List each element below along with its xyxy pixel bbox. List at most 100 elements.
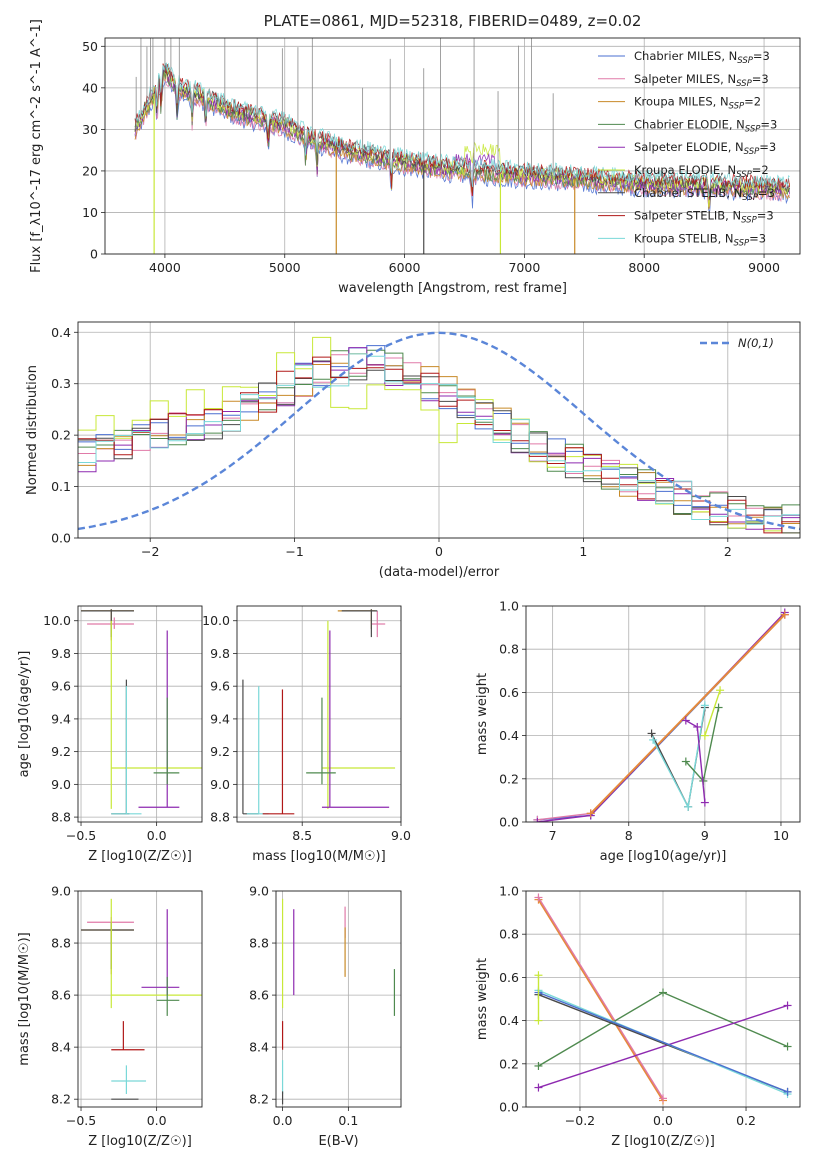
y-tick-label: 8.6 bbox=[249, 988, 269, 1003]
y-tick-label: 9.8 bbox=[51, 646, 71, 661]
legend-label: Kroupa MILES, NSSP=2 bbox=[634, 95, 761, 112]
axes-mass_vs_ebv: 0.0 0.1 8.2 8.4 8.6 8.8 9.0 E(B-V) bbox=[249, 884, 401, 1149]
y-tick-label: 1.0 bbox=[499, 599, 519, 614]
weight-line-kroupa_elodie bbox=[704, 689, 721, 736]
y-tick-label: 0.8 bbox=[499, 927, 519, 942]
x-tick-label: 2 bbox=[724, 544, 732, 559]
x-tick-label: 0 bbox=[435, 544, 443, 559]
mass_vs_ebv-frame bbox=[275, 890, 402, 1108]
y-tick-label: 9.2 bbox=[51, 744, 71, 759]
y-tick-label: 0.6 bbox=[499, 970, 519, 985]
y-tick-label: 8.4 bbox=[51, 1040, 71, 1055]
x-tick-label: −0.2 bbox=[565, 1113, 595, 1128]
axes-age_vs_mass: 8.5 9.0 8.8 9.0 9.2 9.4 9.6 9.8 10.0 mass [log10(… bbox=[202, 606, 411, 864]
y-tick-label: 8.2 bbox=[51, 1092, 71, 1107]
x-axis-label: wavelength [Angstrom, rest frame] bbox=[338, 281, 567, 296]
y-tick-label: 10.0 bbox=[202, 613, 230, 628]
figure-title: PLATE=0861, MJD=52318, FIBERID=0489, z=0… bbox=[263, 12, 642, 30]
grid bbox=[78, 606, 202, 822]
weight-line-chabrier_miles bbox=[538, 991, 788, 1093]
spectrum-frame bbox=[104, 37, 801, 255]
axes-residuals: −2 −1 0 1 2 0.0 0.1 0.2 0.3 0.4 (data-model)/error… bbox=[25, 322, 800, 580]
x-tick-label: −0.5 bbox=[66, 828, 96, 843]
x-tick-label: 9 bbox=[701, 828, 709, 843]
weight-line-salpeter_elodie bbox=[538, 1004, 788, 1089]
mass_vs_Z-frame bbox=[77, 890, 203, 1108]
x-tick-label: −1 bbox=[285, 544, 303, 559]
y-tick-label: 0.4 bbox=[499, 1013, 519, 1028]
x-tick-label: −0.5 bbox=[66, 1113, 96, 1128]
x-axis-label: E(B-V) bbox=[318, 1134, 358, 1149]
y-tick-label: 30 bbox=[82, 122, 98, 137]
x-axis-label: age [log10(age/yr)] bbox=[600, 849, 727, 864]
x-tick-label: 7000 bbox=[508, 260, 540, 275]
y-tick-label: 0 bbox=[90, 247, 98, 262]
x-tick-label: 8.5 bbox=[292, 828, 312, 843]
y-tick-label: 9.4 bbox=[210, 711, 230, 726]
y-tick-label: 9.4 bbox=[51, 711, 71, 726]
x-tick-label: 7 bbox=[549, 828, 557, 843]
y-tick-label: 0.6 bbox=[499, 685, 519, 700]
y-tick-label: 9.6 bbox=[210, 679, 230, 694]
x-tick-label: 8000 bbox=[628, 260, 660, 275]
y-tick-label: 8.8 bbox=[51, 810, 71, 825]
plot-area-residuals bbox=[78, 331, 800, 534]
y-tick-label: 0.2 bbox=[51, 428, 71, 443]
x-tick-label: 10 bbox=[773, 828, 789, 843]
y-tick-label: 0.3 bbox=[51, 376, 71, 391]
grid bbox=[276, 890, 401, 1107]
x-axis-label: Z [log10(Z/Z☉)] bbox=[88, 1134, 192, 1149]
legend-label: Kroupa ELODIE, NSSP=2 bbox=[634, 163, 769, 180]
x-tick-label: 0.0 bbox=[147, 1113, 167, 1128]
axes-mass_vs_Z: −0.5 0.0 8.2 8.4 8.6 8.8 9.0 Z [log10(Z/Z☉)] mas… bbox=[17, 884, 202, 1149]
spectrum-line-chabrier_miles bbox=[134, 77, 790, 212]
legend-label: Salpeter MILES, NSSP=3 bbox=[634, 72, 769, 89]
axes-massweight_vs_Z: −0.2 0.0 0.2 0.0 0.2 0.4 0.6 0.8 1.0 Z [log10(Z/Z… bbox=[475, 884, 800, 1149]
y-tick-label: 0.8 bbox=[499, 642, 519, 657]
legend-label: N(0,1) bbox=[738, 336, 774, 350]
spectrum-legend: Chabrier MILES, NSSP=3 Salpeter MILES, NS… bbox=[598, 49, 777, 248]
x-tick-label: 4000 bbox=[149, 260, 181, 275]
y-tick-label: 50 bbox=[82, 39, 98, 54]
y-axis-label: mass weight bbox=[475, 673, 490, 755]
weight-line-chabrier_miles bbox=[537, 614, 786, 821]
weight-line-mw_orange bbox=[537, 899, 664, 1102]
age_vs_mass-frame bbox=[236, 605, 402, 823]
plot-area-mass_vs_Z bbox=[81, 898, 202, 1100]
weight-line-salpeter_elodie bbox=[537, 612, 786, 822]
axes-age_vs_Z: −0.5 0.0 8.8 9.0 9.2 9.4 9.6 9.8 10.0 Z [log10(Z/… bbox=[17, 606, 202, 864]
grid bbox=[78, 890, 202, 1107]
residuals-frame bbox=[77, 321, 801, 539]
y-tick-label: 9.8 bbox=[210, 646, 230, 661]
axes-spectrum: 4000 5000 6000 7000 8000 9000 0 10 20 30 40 50 wavel… bbox=[29, 19, 800, 296]
x-axis-label: Z [log10(Z/Z☉)] bbox=[88, 849, 192, 864]
plot-area-age_vs_mass bbox=[242, 609, 396, 815]
x-tick-label: 9000 bbox=[748, 260, 780, 275]
x-tick-label: 0.1 bbox=[338, 1113, 358, 1128]
y-tick-label: 9.0 bbox=[249, 884, 269, 899]
grid bbox=[237, 606, 402, 822]
x-tick-label: 0.0 bbox=[653, 1113, 673, 1128]
legend-label: Chabrier STELIB, NSSP=3 bbox=[634, 186, 775, 203]
x-tick-label: 0.2 bbox=[736, 1113, 756, 1128]
x-tick-label: 8 bbox=[625, 828, 633, 843]
y-tick-label: 40 bbox=[82, 80, 98, 95]
residuals-legend: N(0,1) bbox=[700, 336, 774, 350]
y-tick-label: 0.0 bbox=[499, 1100, 519, 1115]
y-axis-label: Flux [f_λ10^-17 erg cm^-2 s^-1 A^-1] bbox=[29, 19, 44, 273]
y-tick-label: 9.0 bbox=[51, 884, 71, 899]
grid bbox=[526, 890, 800, 1108]
plot-area-massweight_vs_Z bbox=[534, 893, 792, 1105]
y-tick-label: 0.4 bbox=[51, 325, 71, 340]
y-tick-label: 0.0 bbox=[51, 531, 71, 546]
weight-line-salpeter_miles bbox=[537, 614, 786, 821]
weight-line-kroupa_stelib bbox=[652, 705, 706, 810]
y-tick-label: 10 bbox=[82, 205, 98, 220]
legend-label: Chabrier ELODIE, NSSP=3 bbox=[634, 117, 777, 134]
y-tick-label: 0.0 bbox=[499, 815, 519, 830]
y-tick-label: 9.6 bbox=[51, 679, 71, 694]
y-axis-label: mass weight bbox=[475, 958, 490, 1040]
y-tick-label: 8.6 bbox=[51, 988, 71, 1003]
